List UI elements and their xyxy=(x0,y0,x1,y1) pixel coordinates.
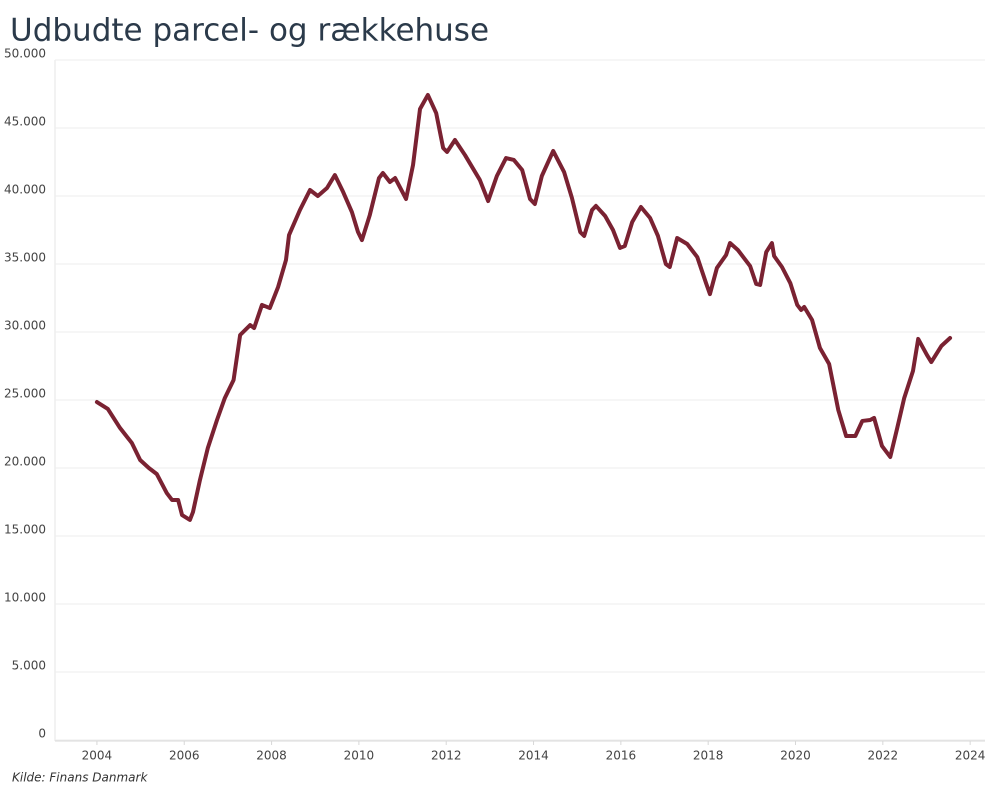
x-tick-label: 2010 xyxy=(344,749,375,763)
x-tick-label: 2024 xyxy=(955,749,986,763)
y-tick-label: 25.000 xyxy=(4,387,46,401)
x-tick-label: 2008 xyxy=(256,749,287,763)
x-tick-label: 2020 xyxy=(780,749,811,763)
x-tick-label: 2012 xyxy=(431,749,462,763)
x-tick-label: 2006 xyxy=(169,749,200,763)
y-tick-label: 0 xyxy=(38,727,46,741)
y-tick-label: 40.000 xyxy=(4,183,46,197)
x-tick-label: 2016 xyxy=(606,749,637,763)
y-tick-label: 35.000 xyxy=(4,251,46,265)
y-tick-label: 30.000 xyxy=(4,319,46,333)
x-tick-label: 2018 xyxy=(693,749,724,763)
y-tick-label: 5.000 xyxy=(12,659,46,673)
data-line xyxy=(94,92,953,522)
x-tick-label: 2004 xyxy=(82,749,113,763)
y-tick-label: 20.000 xyxy=(4,455,46,469)
source-note: Kilde: Finans Danmark xyxy=(12,771,148,785)
y-tick-label: 10.000 xyxy=(4,591,46,605)
y-tick-label: 50.000 xyxy=(4,47,46,61)
x-tick-label: 2022 xyxy=(868,749,899,763)
chart-title: Udbudte parcel- og rækkehuse xyxy=(10,13,489,49)
y-tick-label: 45.000 xyxy=(4,115,46,129)
y-tick-label: 15.000 xyxy=(4,523,46,537)
x-tick-label: 2014 xyxy=(518,749,549,763)
